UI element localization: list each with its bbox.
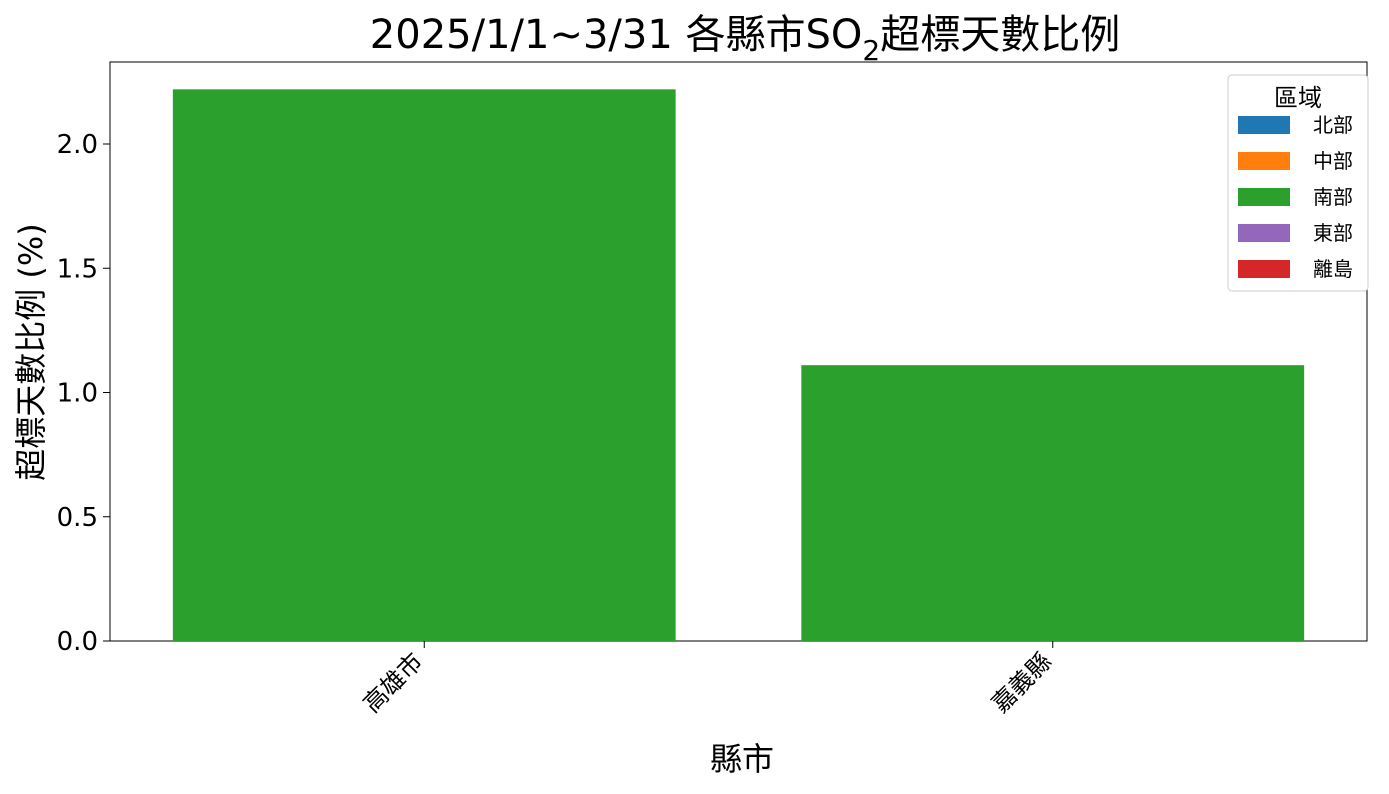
- bars-layer: [172, 89, 1305, 641]
- y-tick-label: 1.0: [57, 379, 98, 409]
- chart-title-main: 2025/1/1~3/31 各縣市SO: [370, 12, 863, 58]
- x-axis: 高雄市 嘉義縣: [358, 641, 1057, 718]
- legend-label: 北部: [1313, 113, 1353, 137]
- legend-label: 離島: [1313, 257, 1353, 281]
- chart-title-subscript: 2: [862, 34, 880, 67]
- legend-label: 東部: [1313, 221, 1353, 245]
- bar-0: [172, 89, 676, 641]
- legend-swatch: [1238, 152, 1290, 170]
- legend-swatch: [1238, 260, 1290, 278]
- legend-swatch: [1238, 188, 1290, 206]
- y-tick-label: 1.5: [57, 254, 98, 284]
- y-tick-label: 0.5: [57, 503, 98, 533]
- y-axis-label: 超標天數比例 (%): [12, 223, 50, 481]
- legend-title: 區域: [1274, 84, 1322, 112]
- legend-label: 南部: [1313, 185, 1353, 209]
- legend-swatch: [1238, 224, 1290, 242]
- x-tick-label: 高雄市: [358, 647, 429, 718]
- chart-title-rest: 超標天數比例: [880, 12, 1120, 58]
- x-axis-label: 縣市: [710, 740, 774, 778]
- y-axis: 0.0 0.5 1.0 1.5 2.0: [57, 130, 110, 657]
- y-tick-label: 0.0: [57, 627, 98, 657]
- legend-swatch: [1238, 116, 1290, 134]
- legend-label: 中部: [1313, 149, 1353, 173]
- bar-1: [801, 365, 1305, 641]
- chart-title: 2025/1/1~3/31 各縣市SO2超標天數比例: [370, 12, 1120, 67]
- y-tick-label: 2.0: [57, 130, 98, 160]
- x-tick-label: 嘉義縣: [986, 647, 1057, 718]
